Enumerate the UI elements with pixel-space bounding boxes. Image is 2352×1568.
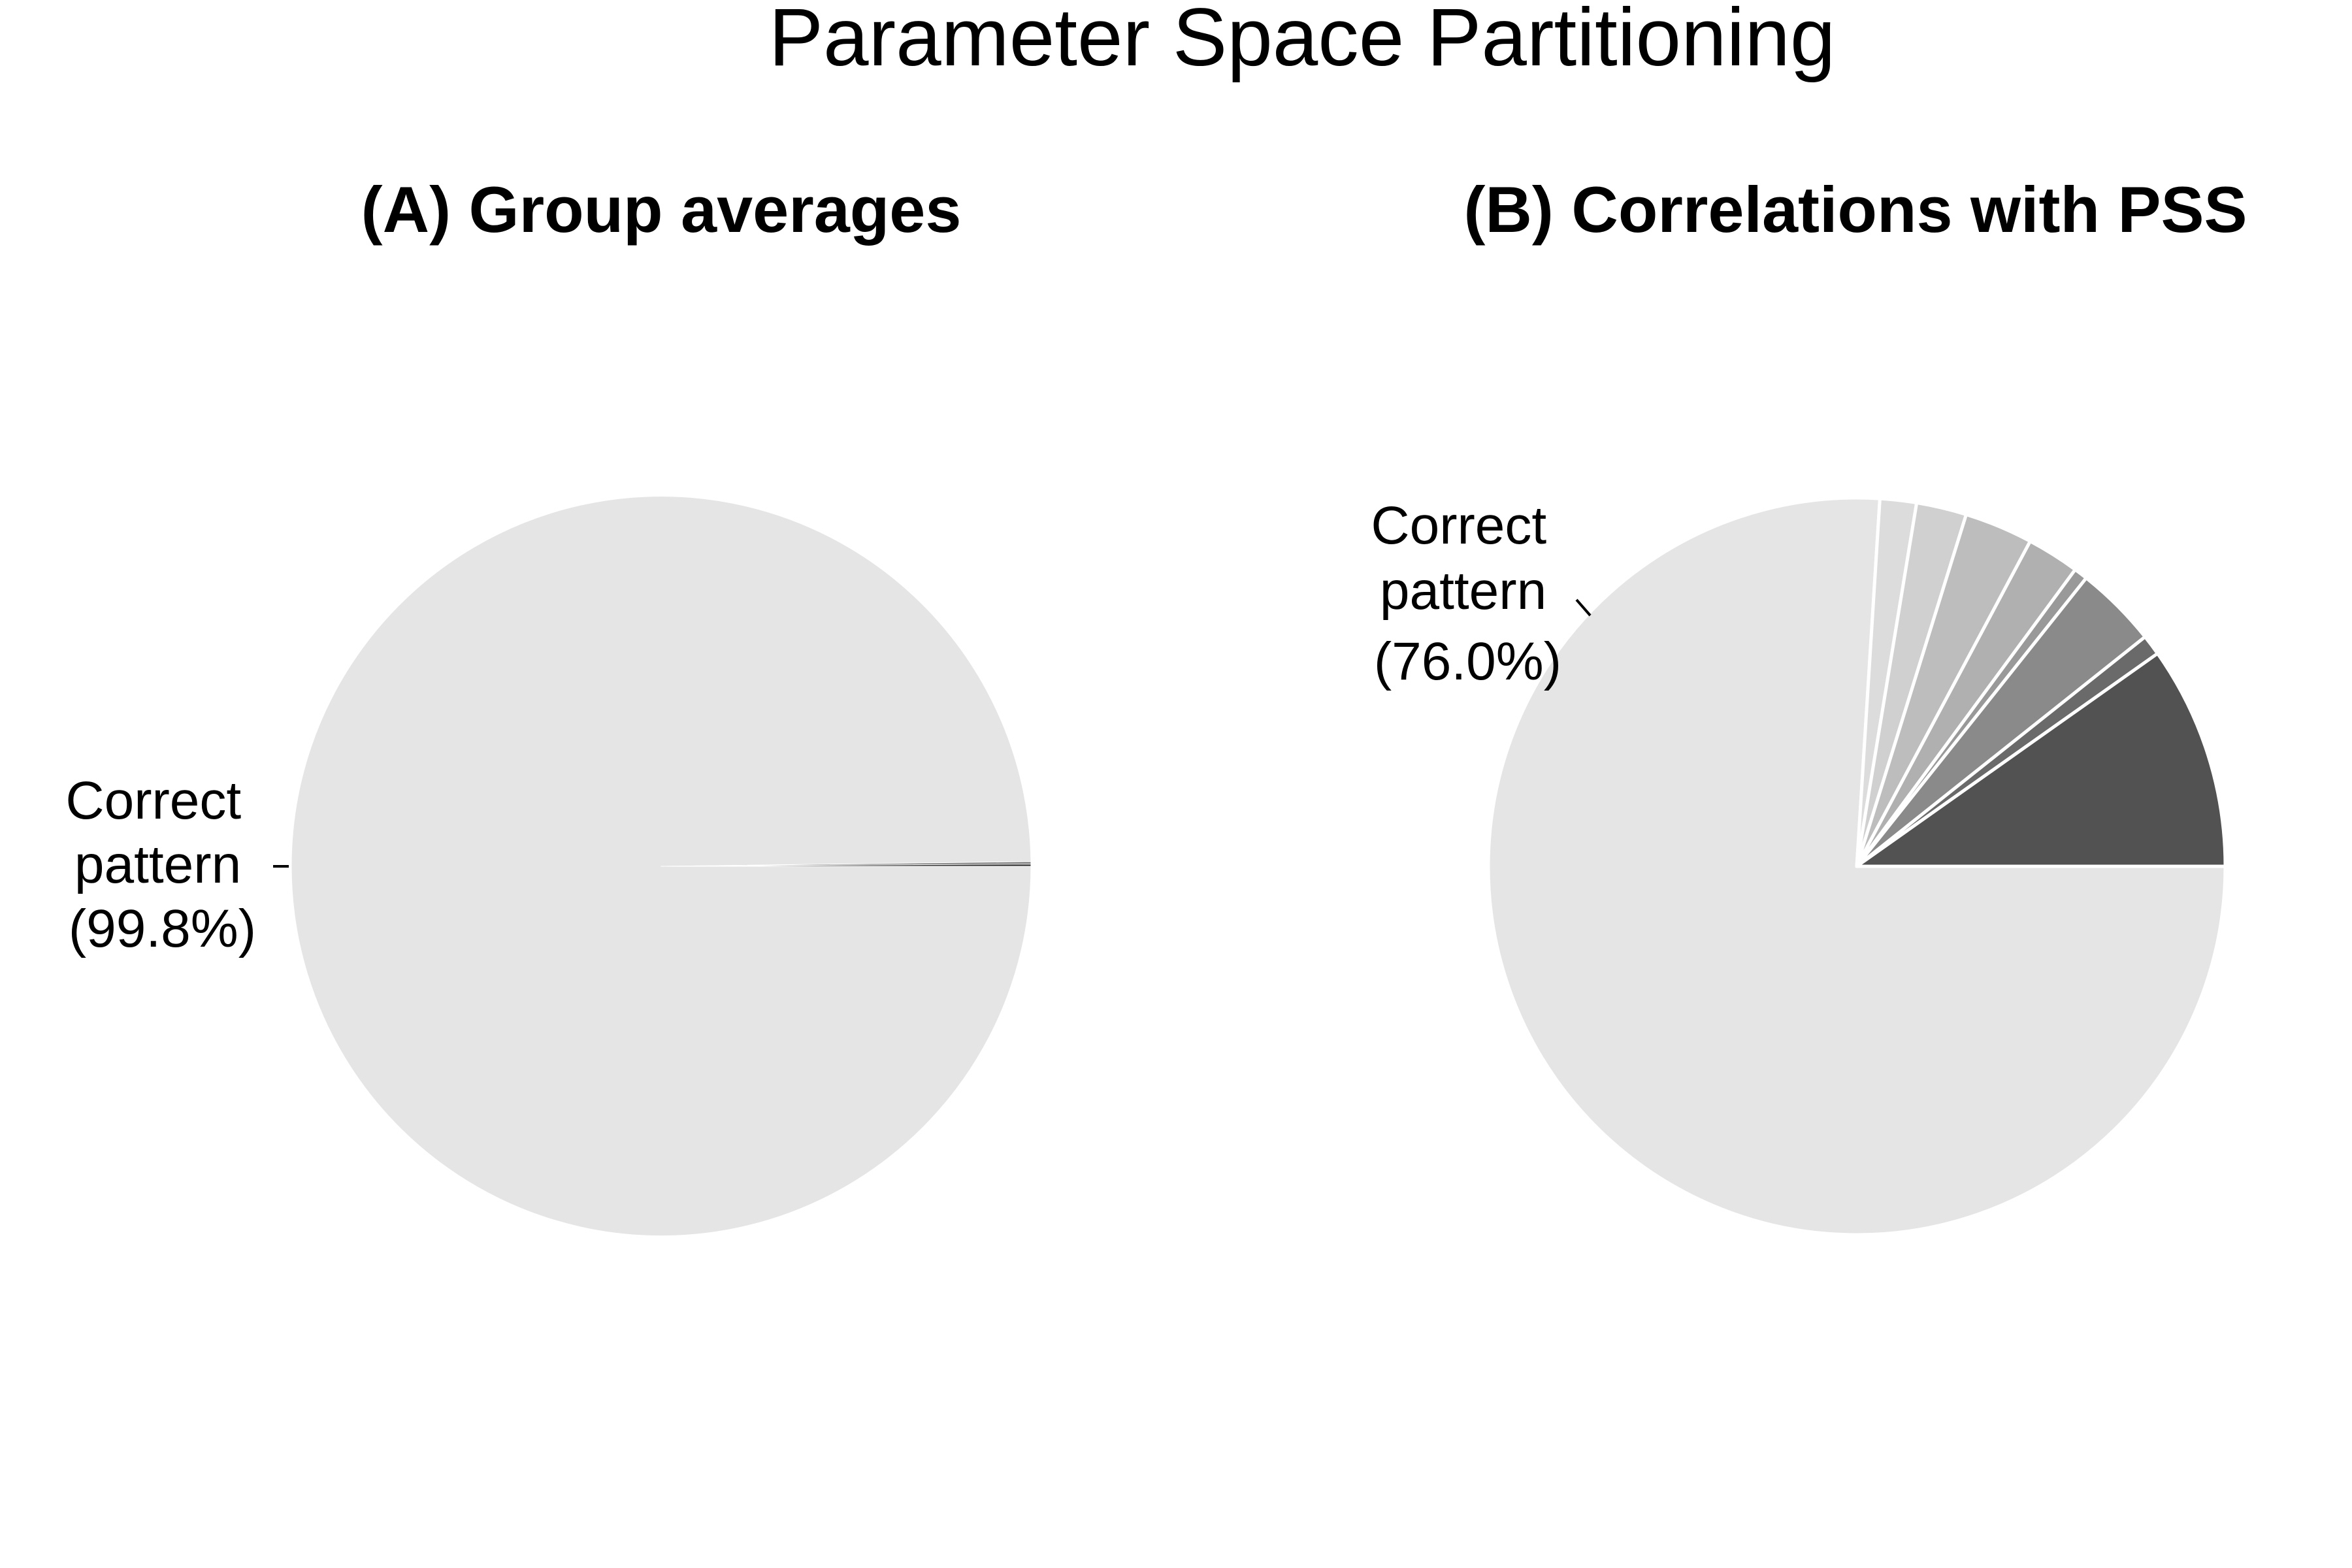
panel-a-title: (A) Group averages — [361, 173, 962, 246]
callout-a-line-2: pattern — [74, 835, 241, 894]
pie-panel-group-averages: (A) Group averages Correct pattern (99.8… — [65, 173, 1032, 1237]
callout-a-line-1: Correct — [65, 771, 241, 830]
callout-b-line-3: (76.0%) — [1374, 632, 1561, 691]
pie-panel-correlations-pss: (B) Correlations with PSS Correct patter… — [1371, 173, 2247, 1237]
pie-b-slice-9 — [1855, 651, 2227, 868]
pie-chart-a — [291, 496, 1032, 1237]
pie-chart-b — [1486, 496, 2227, 1237]
callout-leader-b — [1575, 598, 1592, 617]
callout-b-line-2: pattern — [1380, 561, 1546, 621]
pie-a-slice-3 — [661, 863, 1032, 867]
callout-label-a: Correct pattern (99.8%) — [65, 771, 256, 958]
callout-a-line-3: (99.8%) — [69, 899, 256, 958]
figure-title: Parameter Space Partitioning — [769, 0, 1836, 83]
callout-label-b: Correct pattern (76.0%) — [1371, 496, 1561, 691]
panel-b-title: (B) Correlations with PSS — [1463, 173, 2247, 246]
callout-b-line-1: Correct — [1371, 496, 1546, 555]
